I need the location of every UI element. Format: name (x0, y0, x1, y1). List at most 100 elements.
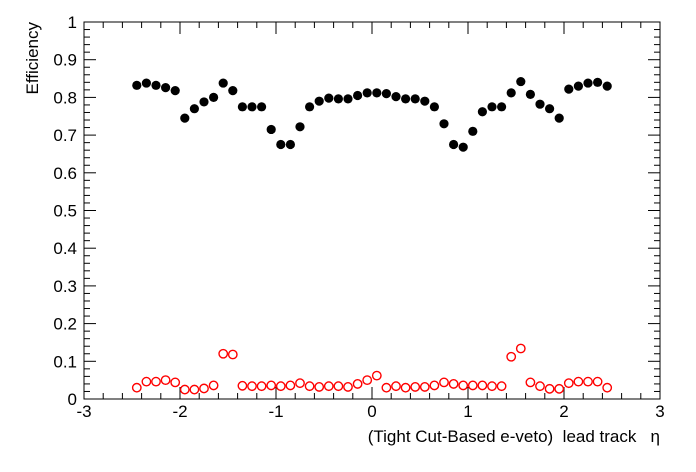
x-tick-label: -2 (172, 402, 187, 421)
data-point-open (458, 380, 469, 391)
data-point-filled (199, 97, 209, 107)
data-point-open (285, 380, 296, 391)
data-point-open (199, 383, 209, 394)
data-point-filled (295, 122, 305, 132)
data-point-filled (525, 89, 536, 99)
data-point-open (592, 376, 603, 387)
data-point-filled (180, 113, 190, 123)
data-point-filled (305, 102, 315, 112)
y-tick-labels: 0 0.1 0.2 0.3 0.4 0.5 0.6 0.7 0.8 0.9 1 (53, 13, 77, 409)
data-point-open (151, 376, 161, 387)
y-tick-label: 0.6 (53, 164, 77, 183)
data-point-filled (353, 90, 363, 101)
data-point-filled (209, 92, 219, 102)
data-point-open (429, 380, 440, 391)
data-point-open (583, 376, 593, 387)
data-point-filled (410, 94, 420, 104)
data-point-open (189, 384, 200, 395)
data-point-open (323, 381, 334, 392)
x-tick-label: -3 (76, 402, 91, 421)
data-point-open (371, 370, 382, 381)
data-point-filled (189, 104, 199, 114)
x-tick-labels: -3 -2 -1 0 1 2 3 (76, 402, 664, 421)
y-tick-label: 0.3 (53, 277, 77, 296)
y-tick-label: 1 (68, 13, 77, 32)
y-tick-label: 0.1 (53, 352, 77, 371)
data-point-open (179, 384, 190, 395)
x-axis-title: (Tight Cut-Based e-veto) lead track η (368, 427, 660, 446)
data-point-filled (593, 77, 603, 87)
data-point-filled (372, 88, 382, 98)
data-point-filled (324, 93, 334, 103)
data-point-filled (285, 139, 295, 150)
y-tick-label: 0.2 (53, 315, 77, 334)
data-point-open (343, 382, 353, 392)
data-point-filled (429, 102, 439, 112)
data-point-filled (477, 107, 487, 117)
data-point-open (275, 381, 286, 392)
data-point-filled (420, 96, 430, 106)
data-point-filled (487, 102, 497, 112)
data-point-filled (468, 126, 478, 136)
data-point-filled (545, 104, 555, 114)
data-point-open (160, 375, 171, 386)
data-point-open (247, 381, 257, 392)
data-point-filled (391, 92, 401, 102)
data-point-filled (458, 142, 468, 152)
data-point-filled (247, 102, 257, 112)
data-point-filled (218, 78, 228, 88)
data-point-open (208, 380, 219, 391)
data-point-open (333, 381, 344, 392)
data-point-open (400, 382, 411, 393)
y-axis-title: Efficiency (23, 22, 42, 95)
data-point-open (487, 381, 497, 392)
x-tick-label: -1 (268, 402, 283, 421)
plot-frame (83, 21, 661, 400)
data-point-open (256, 381, 267, 392)
data-point-filled (333, 94, 343, 104)
data-point-open (295, 378, 305, 389)
data-point-open (266, 380, 277, 391)
data-point-filled (257, 102, 267, 112)
data-point-filled (362, 88, 372, 98)
data-point-open (439, 377, 449, 388)
data-point-filled (564, 84, 574, 94)
data-point-filled (381, 89, 391, 99)
data-point-filled (228, 86, 238, 96)
data-point-open (391, 381, 401, 392)
data-point-open (131, 382, 142, 393)
data-point-open (419, 382, 430, 392)
data-point-open (573, 376, 584, 387)
data-point-open (515, 343, 526, 354)
data-point-filled (583, 78, 593, 88)
data-point-open (602, 382, 613, 393)
data-point-filled (151, 80, 161, 90)
data-point-filled (554, 113, 564, 123)
data-point-open (141, 376, 152, 387)
data-point-filled (314, 96, 324, 106)
data-point-filled (573, 81, 584, 91)
y-tick-label: 0.9 (53, 51, 77, 70)
data-point-filled (602, 81, 612, 91)
data-point-open (304, 381, 315, 392)
data-point-open (535, 381, 545, 392)
data-point-filled (170, 86, 180, 96)
y-tick-label: 0.5 (53, 202, 77, 221)
data-point-open (506, 351, 517, 362)
data-point-open (227, 349, 238, 360)
data-points (131, 76, 613, 395)
data-point-filled (535, 99, 545, 109)
data-point-filled (516, 76, 526, 87)
data-point-filled (132, 80, 142, 90)
data-point-filled (343, 94, 353, 104)
data-point-filled (449, 139, 459, 150)
data-point-open (448, 379, 459, 389)
data-point-open (544, 383, 555, 394)
y-tick-label: 0.8 (53, 88, 77, 107)
data-point-filled (401, 94, 411, 104)
data-point-open (467, 380, 478, 391)
data-point-open (170, 377, 181, 388)
y-tick-label: 0 (68, 390, 77, 409)
data-point-filled (439, 119, 449, 129)
